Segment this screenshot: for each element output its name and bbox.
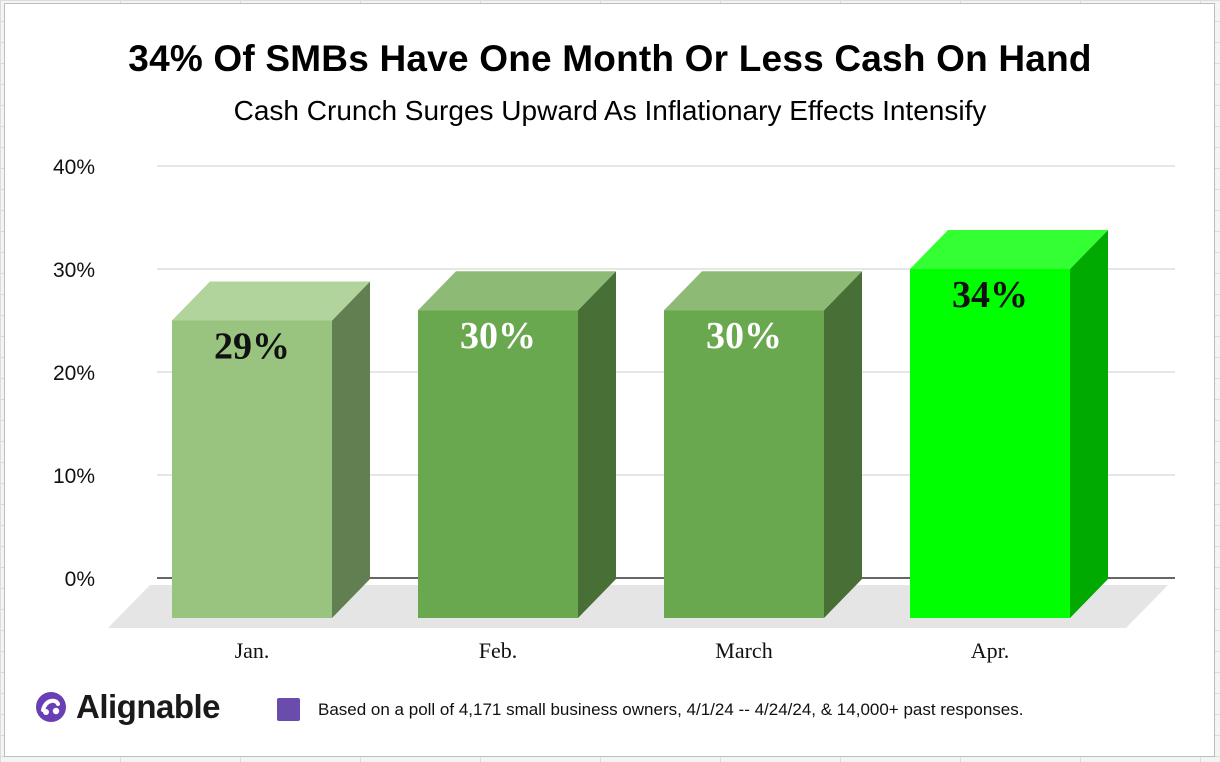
- y-tick-label: 40%: [53, 156, 95, 179]
- alignable-logo: Alignable: [34, 688, 221, 726]
- x-tick-label: Feb.: [479, 638, 518, 663]
- data-label: 30%: [460, 315, 536, 357]
- bar-top: [172, 281, 370, 321]
- bar: [664, 310, 824, 618]
- alignable-logo-text: Alignable: [76, 688, 221, 725]
- footnote: Based on a poll of 4,171 small business …: [277, 698, 1023, 721]
- y-tick-label: 10%: [53, 465, 95, 488]
- bar: [172, 320, 332, 618]
- x-tick-label: Jan.: [235, 638, 270, 663]
- y-tick-label: 0%: [65, 568, 95, 591]
- x-tick-label: Apr.: [971, 638, 1010, 663]
- bar: [418, 310, 578, 618]
- bar-side: [578, 271, 616, 618]
- y-tick-label: 30%: [53, 259, 95, 282]
- data-label: 30%: [706, 315, 782, 357]
- bar: [910, 269, 1070, 618]
- bar-side: [824, 271, 862, 618]
- alignable-logo-icon: [36, 692, 66, 722]
- bar-top: [418, 271, 616, 311]
- chart-title: 34% Of SMBs Have One Month Or Less Cash …: [128, 38, 1092, 79]
- y-tick-label: 20%: [53, 362, 95, 385]
- bar-side: [332, 281, 370, 618]
- chart-floor: [108, 585, 1168, 628]
- footnote-text: Based on a poll of 4,171 small business …: [318, 699, 1024, 719]
- x-tick-label: March: [715, 638, 772, 663]
- chart-subtitle: Cash Crunch Surges Upward As Inflationar…: [233, 95, 987, 126]
- data-label: 29%: [214, 326, 290, 368]
- bar-top: [664, 271, 862, 311]
- bar-top: [910, 230, 1108, 269]
- bar-side: [1070, 230, 1108, 618]
- legend-swatch: [277, 698, 300, 721]
- data-label: 34%: [952, 274, 1028, 316]
